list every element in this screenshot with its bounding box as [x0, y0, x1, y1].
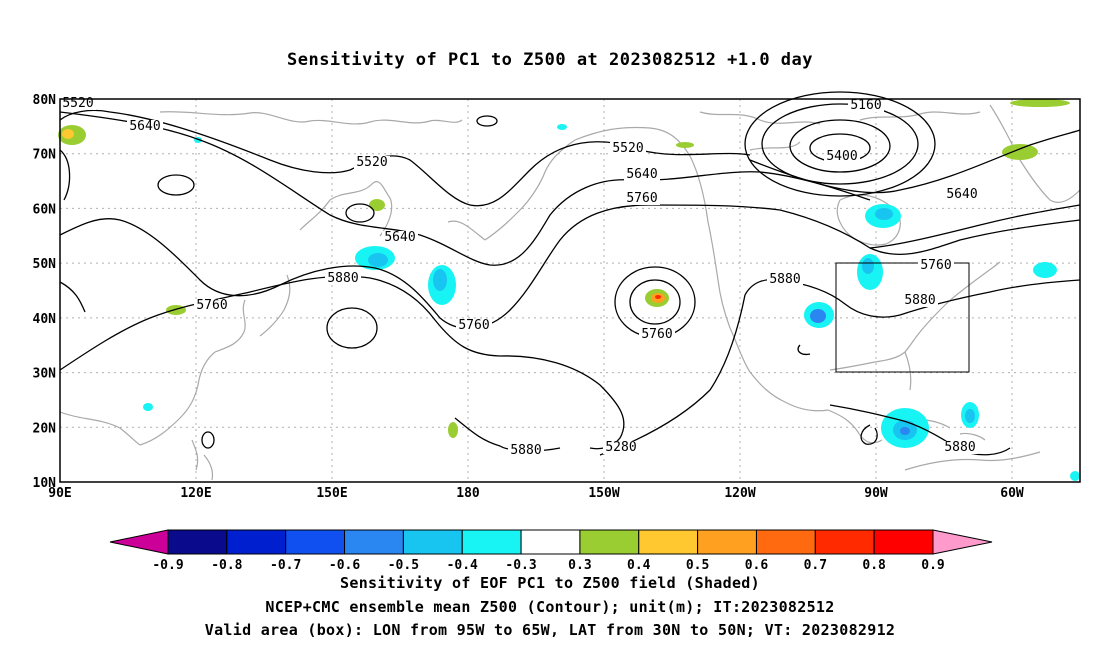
contour-label-layer: 5520564055205640588057605760552056405760…: [60, 96, 980, 458]
contour-label: 5160: [850, 98, 881, 113]
contour-label: 5400: [826, 149, 857, 164]
contour-label: 5640: [384, 230, 415, 245]
contour-label: 5880: [944, 440, 975, 455]
contour-label: 5760: [196, 298, 227, 313]
contour-label: 5760: [458, 318, 489, 333]
colorbar-swatch: [285, 529, 346, 555]
colorbar-swatch: [402, 529, 463, 555]
contour-label: 5640: [626, 167, 657, 182]
negative-sensitivity-patch: [862, 258, 874, 274]
colorbar-label: -0.4: [447, 558, 478, 573]
colorbar-label: -0.9: [152, 558, 183, 573]
colorbar-swatch: [226, 529, 287, 555]
positive-sensitivity-patch: [655, 295, 661, 299]
contour-label: 5880: [510, 443, 541, 458]
colorbar-label: 0.3: [568, 558, 591, 573]
lon-tick-label: 150W: [588, 486, 619, 501]
contour-label: 5520: [612, 141, 643, 156]
lon-tick-label: 90E: [48, 486, 71, 501]
colorbar: -0.9 -0.8 -0.7 -0.6 -0.5 -0.4 -0.3 0.3 0.4 0.5 0.6…: [109, 529, 993, 573]
caption-line-3: Valid area (box): LON from 95W to 65W, L…: [204, 621, 896, 639]
negative-sensitivity-patch: [143, 403, 153, 411]
negative-sensitivity-patch: [900, 427, 910, 435]
colorbar-label: 0.4: [627, 558, 651, 573]
colorbar-swatch: [579, 529, 640, 555]
colorbar-label: -0.7: [270, 558, 301, 573]
colorbar-swatch: [520, 529, 581, 555]
lat-tick-label: 40N: [33, 312, 57, 327]
colorbar-label: 0.7: [804, 558, 827, 573]
colorbar-label: 0.8: [862, 558, 886, 573]
positive-sensitivity-patch: [62, 129, 74, 139]
lon-tick-label: 120W: [724, 486, 755, 501]
contour-label: 5280: [605, 440, 636, 455]
negative-sensitivity-patch: [875, 208, 893, 220]
colorbar-label: 0.5: [686, 558, 709, 573]
lat-tick-label: 50N: [33, 257, 57, 272]
lat-tick-label: 10N: [33, 476, 57, 491]
lon-tick-label: 60W: [1000, 486, 1024, 501]
positive-sensitivity-patch: [369, 199, 385, 211]
valid-area-box: [835, 262, 970, 373]
negative-sensitivity-patch: [810, 309, 826, 323]
colorbar-left-triangle: [109, 529, 169, 555]
lat-tick-label: 70N: [33, 148, 57, 163]
colorbar-swatch: [167, 529, 228, 555]
negative-sensitivity-patch: [1033, 262, 1057, 278]
map-frame: [59, 98, 1081, 483]
lat-tick-label: 20N: [33, 421, 57, 436]
contour-label: 5640: [129, 119, 160, 134]
colorbar-label: 0.9: [921, 558, 944, 573]
caption-line-2: NCEP+CMC ensemble mean Z500 (Contour); u…: [265, 598, 835, 616]
positive-sensitivity-patch: [1002, 144, 1038, 160]
caption-line-1: Sensitivity of EOF PC1 to Z500 field (Sh…: [340, 574, 760, 592]
contour-label: 5760: [641, 327, 672, 342]
lon-tick-label: 150E: [316, 486, 347, 501]
colorbar-label: -0.6: [329, 558, 360, 573]
contour-label: 5640: [946, 187, 977, 202]
lat-tick-label: 30N: [33, 367, 57, 382]
colorbar-swatch: [344, 529, 404, 555]
colorbar-label: -0.5: [388, 558, 419, 573]
lon-tick-label: 120E: [180, 486, 211, 501]
lon-tick-label: 180: [456, 486, 480, 501]
negative-sensitivity-patch: [368, 253, 388, 267]
contour-label: 5880: [327, 271, 358, 286]
contour-label: 5880: [769, 272, 800, 287]
negative-sensitivity-patch: [557, 124, 567, 130]
colorbar-label: 0.6: [745, 558, 769, 573]
longitude-labels: 90E 120E 150E 180 150W 120W 90W 60W: [48, 486, 1024, 501]
contour-label: 5760: [626, 191, 657, 206]
colorbar-label: -0.8: [211, 558, 242, 573]
positive-sensitivity-patch: [448, 422, 458, 438]
lon-tick-label: 90W: [864, 486, 888, 501]
contour-label: 5520: [356, 155, 387, 170]
colorbar-swatch: [873, 529, 934, 555]
lat-tick-label: 80N: [33, 93, 57, 108]
colorbar-swatch: [814, 529, 875, 555]
lat-tick-label: 60N: [33, 202, 57, 217]
colorbar-swatch: [697, 529, 757, 555]
colorbar-swatch: [638, 529, 699, 555]
negative-sensitivity-patch: [965, 409, 975, 423]
positive-sensitivity-patch: [166, 305, 186, 315]
colorbar-right-triangle: [932, 529, 993, 555]
contour-label: 5760: [920, 258, 951, 273]
colorbar-swatch: [755, 529, 816, 555]
colorbar-swatch: [461, 529, 522, 555]
positive-sensitivity-patch: [1010, 99, 1070, 107]
page-title: Sensitivity of PC1 to Z500 at 2023082512…: [286, 50, 813, 70]
coastlines: [59, 104, 1081, 481]
negative-sensitivity-patch: [1070, 471, 1080, 481]
colorbar-label: -0.3: [505, 558, 536, 573]
sensitivity-shading: [58, 99, 1080, 481]
positive-sensitivity-patch: [676, 142, 694, 148]
contour-label: 5880: [904, 293, 935, 308]
negative-sensitivity-patch: [433, 269, 447, 291]
graticule: [60, 99, 1080, 482]
latitude-labels: 80N 70N 60N 50N 40N 30N 20N 10N: [33, 93, 57, 491]
